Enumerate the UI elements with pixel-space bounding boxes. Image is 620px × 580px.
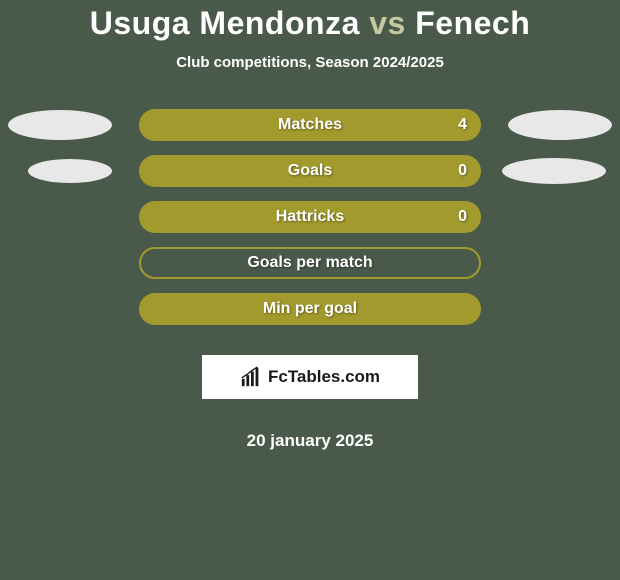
player1-name: Usuga Mendonza — [90, 5, 360, 41]
stat-label: Hattricks — [276, 208, 344, 226]
ellipse-right-icon — [502, 158, 606, 184]
stat-bar: Matches 4 — [139, 109, 481, 141]
stat-row-matches: Matches 4 — [0, 109, 620, 141]
ellipse-right-icon — [508, 110, 612, 140]
stat-label: Matches — [278, 116, 342, 134]
stat-row-hattricks: Hattricks 0 — [0, 201, 620, 233]
comparison-card: Usuga Mendonza vs Fenech Club competitio… — [0, 0, 620, 451]
stat-row-goals-per-match: Goals per match — [0, 247, 620, 279]
stat-label: Min per goal — [263, 300, 357, 318]
vs-text: vs — [369, 5, 406, 41]
stat-label: Goals per match — [247, 254, 372, 272]
stat-bar: Goals 0 — [139, 155, 481, 187]
logo-text: FcTables.com — [268, 367, 380, 387]
logo-box: FcTables.com — [202, 355, 418, 399]
subtitle: Club competitions, Season 2024/2025 — [176, 54, 444, 71]
player2-name: Fenech — [415, 5, 530, 41]
stat-row-min-per-goal: Min per goal — [0, 293, 620, 325]
chart-icon — [240, 366, 262, 388]
stat-row-goals: Goals 0 — [0, 155, 620, 187]
page-title: Usuga Mendonza vs Fenech — [90, 5, 531, 42]
stat-label: Goals — [288, 162, 332, 180]
ellipse-left-icon — [28, 159, 112, 183]
stat-bar: Hattricks 0 — [139, 201, 481, 233]
stat-bar: Goals per match — [139, 247, 481, 279]
stat-value-right: 4 — [458, 116, 467, 134]
stat-value-right: 0 — [458, 162, 467, 180]
ellipse-left-icon — [8, 110, 112, 140]
stats-area: Matches 4 Goals 0 Hattricks 0 — [0, 109, 620, 451]
stat-bar: Min per goal — [139, 293, 481, 325]
stat-value-right: 0 — [458, 208, 467, 226]
date-text: 20 january 2025 — [247, 431, 374, 451]
